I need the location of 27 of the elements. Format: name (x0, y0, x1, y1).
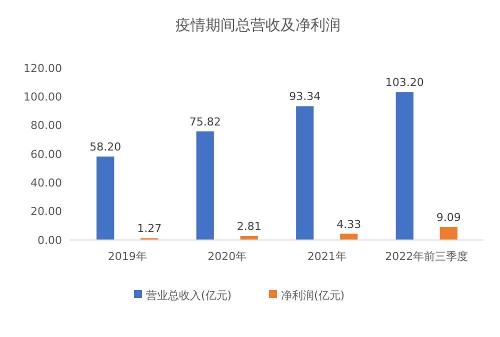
y-tick-label: 0.00 (38, 234, 62, 247)
data-label: 58.20 (90, 140, 122, 154)
x-tick-label: 2021年 (307, 250, 346, 263)
y-tick-label: 120.00 (24, 62, 62, 75)
y-tick-label: 60.00 (30, 148, 62, 161)
chart-title: 疫情期间总营收及净利润 (176, 16, 340, 34)
y-tick-label: 20.00 (30, 205, 62, 218)
bar (196, 131, 214, 240)
y-tick-label: 40.00 (30, 176, 62, 190)
bar (96, 156, 114, 240)
data-label: 4.33 (336, 218, 362, 231)
data-label: 2.81 (236, 220, 262, 233)
data-label: 103.20 (385, 76, 424, 90)
data-label: 1.27 (137, 222, 162, 236)
data-label: 75.82 (189, 115, 221, 128)
legend-label: 营业总收入(亿元) (146, 288, 232, 302)
legend-label: 净利润(亿元) (281, 288, 345, 302)
x-tick-label: 2020年 (208, 250, 247, 263)
y-tick-label: 100.00 (24, 90, 62, 104)
bar (296, 106, 314, 240)
bar (396, 92, 414, 240)
bar (440, 226, 458, 240)
x-tick-label: 2022年前三季度 (385, 250, 468, 263)
data-label: 9.09 (436, 210, 461, 224)
x-tick-label: 2019年 (108, 250, 147, 263)
data-label: 93.34 (289, 90, 321, 104)
y-tick-label: 80.00 (30, 119, 62, 132)
